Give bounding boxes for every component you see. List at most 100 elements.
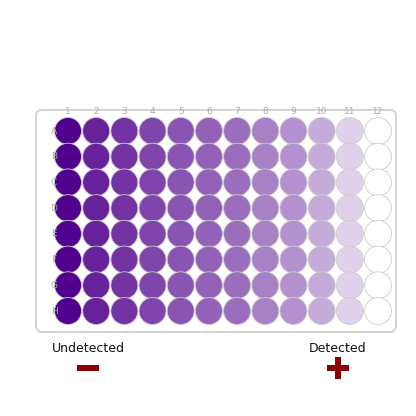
Circle shape bbox=[364, 143, 391, 170]
Circle shape bbox=[83, 220, 110, 248]
Circle shape bbox=[336, 220, 363, 248]
Circle shape bbox=[196, 195, 223, 222]
Circle shape bbox=[223, 272, 250, 299]
Text: Undetected: Undetected bbox=[52, 342, 124, 354]
Circle shape bbox=[196, 246, 223, 273]
Circle shape bbox=[308, 220, 335, 248]
Text: 1: 1 bbox=[65, 106, 71, 116]
Circle shape bbox=[139, 195, 166, 222]
Circle shape bbox=[167, 297, 194, 324]
Text: 7: 7 bbox=[234, 106, 240, 116]
Circle shape bbox=[111, 272, 138, 299]
Circle shape bbox=[252, 272, 279, 299]
Circle shape bbox=[196, 169, 223, 196]
Text: B: B bbox=[51, 152, 57, 161]
Circle shape bbox=[139, 117, 166, 144]
Text: 5: 5 bbox=[178, 106, 183, 116]
Circle shape bbox=[364, 195, 391, 222]
Circle shape bbox=[280, 117, 307, 144]
Circle shape bbox=[83, 117, 110, 144]
Circle shape bbox=[111, 169, 138, 196]
Circle shape bbox=[111, 195, 138, 222]
Text: E: E bbox=[51, 229, 57, 238]
Circle shape bbox=[111, 246, 138, 273]
Circle shape bbox=[252, 246, 279, 273]
Circle shape bbox=[139, 143, 166, 170]
Circle shape bbox=[252, 297, 279, 324]
Circle shape bbox=[364, 169, 391, 196]
Circle shape bbox=[54, 220, 82, 248]
Circle shape bbox=[336, 195, 363, 222]
Circle shape bbox=[167, 143, 194, 170]
Circle shape bbox=[308, 169, 335, 196]
Circle shape bbox=[308, 246, 335, 273]
Circle shape bbox=[280, 195, 307, 222]
Circle shape bbox=[336, 272, 363, 299]
Circle shape bbox=[223, 143, 250, 170]
Circle shape bbox=[54, 195, 82, 222]
Circle shape bbox=[196, 117, 223, 144]
Circle shape bbox=[54, 297, 82, 324]
Circle shape bbox=[83, 143, 110, 170]
Circle shape bbox=[167, 246, 194, 273]
Circle shape bbox=[308, 143, 335, 170]
Circle shape bbox=[139, 272, 166, 299]
Circle shape bbox=[196, 143, 223, 170]
Circle shape bbox=[111, 297, 138, 324]
Circle shape bbox=[167, 272, 194, 299]
Text: D: D bbox=[51, 204, 57, 213]
Circle shape bbox=[167, 195, 194, 222]
Text: F: F bbox=[52, 255, 57, 264]
Circle shape bbox=[280, 169, 307, 196]
Circle shape bbox=[364, 272, 391, 299]
Circle shape bbox=[167, 169, 194, 196]
Circle shape bbox=[54, 117, 82, 144]
Circle shape bbox=[83, 195, 110, 222]
Text: 11: 11 bbox=[344, 106, 356, 116]
FancyBboxPatch shape bbox=[36, 110, 396, 332]
Circle shape bbox=[54, 169, 82, 196]
Circle shape bbox=[111, 220, 138, 248]
Text: 9: 9 bbox=[291, 106, 296, 116]
Circle shape bbox=[252, 117, 279, 144]
Circle shape bbox=[308, 297, 335, 324]
Text: H: H bbox=[51, 307, 57, 315]
Circle shape bbox=[280, 143, 307, 170]
Circle shape bbox=[223, 169, 250, 196]
Circle shape bbox=[252, 143, 279, 170]
Circle shape bbox=[364, 220, 391, 248]
Circle shape bbox=[252, 220, 279, 248]
Text: 6: 6 bbox=[206, 106, 212, 116]
Circle shape bbox=[223, 195, 250, 222]
Circle shape bbox=[364, 117, 391, 144]
Circle shape bbox=[308, 195, 335, 222]
Circle shape bbox=[83, 246, 110, 273]
Circle shape bbox=[223, 246, 250, 273]
Text: 3: 3 bbox=[121, 106, 127, 116]
Circle shape bbox=[167, 117, 194, 144]
Text: C: C bbox=[51, 178, 57, 187]
Circle shape bbox=[83, 169, 110, 196]
Text: 2: 2 bbox=[93, 106, 99, 116]
Circle shape bbox=[223, 117, 250, 144]
Text: A: A bbox=[51, 126, 57, 136]
Circle shape bbox=[280, 297, 307, 324]
Text: Detected: Detected bbox=[309, 342, 367, 354]
Circle shape bbox=[336, 117, 363, 144]
Circle shape bbox=[54, 143, 82, 170]
Circle shape bbox=[196, 220, 223, 248]
Circle shape bbox=[139, 169, 166, 196]
Bar bbox=[327, 365, 349, 371]
Circle shape bbox=[139, 246, 166, 273]
Circle shape bbox=[111, 143, 138, 170]
Circle shape bbox=[364, 246, 391, 273]
Circle shape bbox=[167, 220, 194, 248]
Circle shape bbox=[54, 272, 82, 299]
Circle shape bbox=[196, 272, 223, 299]
Text: 4: 4 bbox=[150, 106, 155, 116]
Text: G: G bbox=[50, 281, 57, 290]
Circle shape bbox=[280, 220, 307, 248]
Text: 12: 12 bbox=[372, 106, 384, 116]
Circle shape bbox=[83, 272, 110, 299]
Circle shape bbox=[223, 297, 250, 324]
